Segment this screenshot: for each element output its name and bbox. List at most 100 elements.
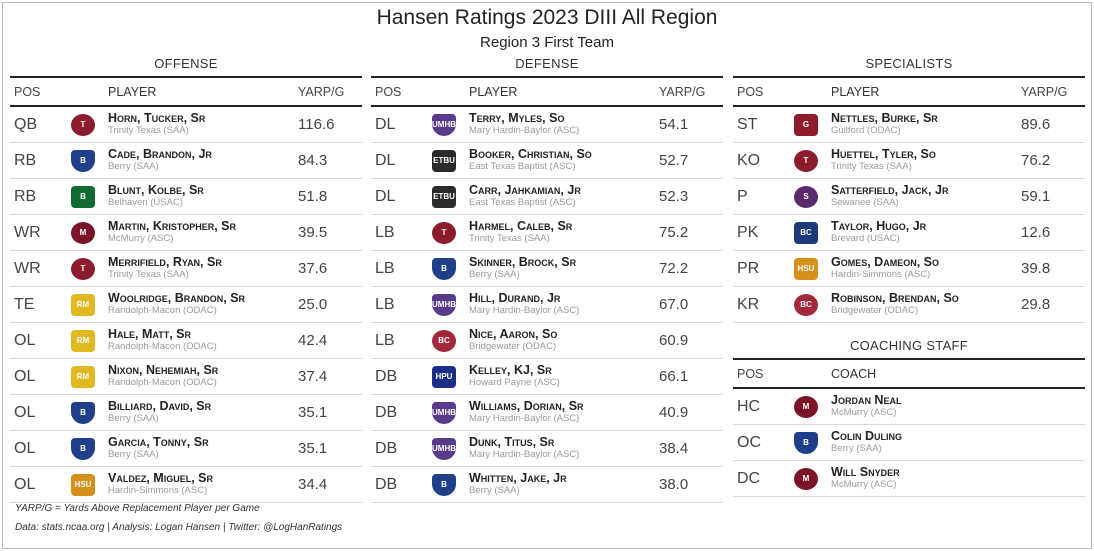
player-name: Booker, Christian, So: [469, 147, 592, 161]
player-cell: Nice, Aaron, So Bridgewater (ODAC): [467, 328, 659, 353]
umhb-logo-icon: UMHB: [432, 437, 456, 460]
page-title: Hansen Ratings 2023 DIII All Region: [376, 6, 718, 29]
defense-header-row: POS PLAYER YARP/G: [371, 76, 723, 107]
team-name: Randolph-Macon (ODAC): [108, 377, 217, 388]
sewanee-tiger-logo-icon: S: [794, 185, 818, 208]
team-name: Bridgewater (ODAC): [831, 305, 919, 316]
player-row: KR BC Robinson, Brendan, So Bridgewater (OD…: [733, 287, 1085, 323]
tiger-logo-icon: T: [432, 221, 456, 244]
yarp-value: 25.0: [298, 296, 328, 313]
player-name: Carr, Jahkamian, Jr: [469, 183, 581, 197]
team-logo-cell: B: [60, 401, 106, 424]
etbu-logo-icon: ETBU: [432, 185, 456, 208]
player-row: TE RM Woolridge, Brandon, Sr Randolph-Macon…: [10, 287, 362, 323]
team-name: Berry (SAA): [108, 161, 159, 172]
yellow-jacket-logo-icon: RM: [71, 293, 95, 316]
team-logo-cell: B: [783, 431, 829, 454]
player-row: DL ETBU Carr, Jahkamian, Jr East Texas Bapt…: [371, 179, 723, 215]
team-name: McMurry (ASC): [108, 233, 174, 244]
eagle-logo-icon: BC: [432, 329, 456, 352]
header-player: PLAYER: [469, 84, 518, 99]
team-logo-cell: BC: [421, 329, 467, 352]
position-label: DL: [375, 115, 396, 133]
umhb-logo-icon: UMHB: [432, 293, 456, 316]
coach-row: HC M Jordan Neal McMurry (ASC): [733, 389, 1085, 425]
player-cell: Hale, Matt, Sr Randolph-Macon (ODAC): [106, 328, 298, 353]
player-row: RB B Blunt, Kolbe, Sr Belhaven (USAC) 51.8: [10, 179, 362, 215]
team-logo-abbr: G: [802, 120, 810, 129]
player-name: Horn, Tucker, Sr: [108, 111, 206, 125]
player-name: Valdez, Miguel, Sr: [108, 471, 213, 485]
player-name: Nice, Aaron, So: [469, 327, 558, 341]
player-row: DB HPU Kelley, KJ, Sr Howard Payne (ASC) 66.…: [371, 359, 723, 395]
team-logo-abbr: B: [80, 156, 86, 165]
player-row: QB T Horn, Tucker, Sr Trinity Texas (SAA) 11…: [10, 107, 362, 143]
player-cell: Nixon, Nehemiah, Sr Randolph-Macon (ODAC): [106, 364, 298, 389]
team-name: Howard Payne (ASC): [469, 377, 560, 388]
position-label: DC: [737, 469, 761, 487]
player-name: Kelley, KJ, Sr: [469, 363, 552, 377]
position-label: DB: [375, 439, 398, 457]
yarp-value: 35.1: [298, 404, 328, 421]
team-logo-abbr: B: [80, 408, 86, 417]
yarp-value: 40.9: [659, 404, 689, 421]
team-logo-abbr: B: [80, 192, 86, 201]
team-logo-cell: M: [783, 467, 829, 490]
player-name: Nixon, Nehemiah, Sr: [108, 363, 219, 377]
team-logo-abbr: B: [803, 438, 809, 447]
team-logo-cell: ETBU: [421, 185, 467, 208]
team-logo-abbr: UMHB: [432, 444, 456, 453]
yarp-value: 76.2: [1021, 152, 1051, 169]
yarp-value: 39.8: [1021, 260, 1051, 277]
offense-header-row: POS PLAYER YARP/G: [10, 76, 362, 107]
team-name: Berry (SAA): [469, 269, 520, 280]
header-pos: POS: [737, 84, 764, 99]
header-yarp: YARP/G: [298, 84, 345, 99]
team-name: Bridgewater (ODAC): [469, 341, 557, 352]
coaching-title: COACHING STAFF: [849, 338, 969, 353]
header-pos: POS: [375, 84, 402, 99]
coach-row: DC M Will Snyder McMurry (ASC): [733, 461, 1085, 497]
player-name: Terry, Myles, So: [469, 111, 565, 125]
player-cell: Billiard, David, Sr Berry (SAA): [106, 400, 298, 425]
player-cell: Williams, Dorian, Sr Mary Hardin-Baylor (…: [467, 400, 659, 425]
player-cell: Booker, Christian, So East Texas Baptist …: [467, 148, 659, 173]
position-label: ST: [737, 115, 758, 133]
player-row: RB B Cade, Brandon, Jr Berry (SAA) 84.3: [10, 143, 362, 179]
team-name: Trinity Texas (SAA): [108, 269, 189, 280]
coaching-staff-section: COACHING STAFF POS COACH HC M Jordan Neal McMu…: [733, 338, 1085, 497]
team-logo-cell: HSU: [60, 473, 106, 496]
position-label: LB: [375, 223, 395, 241]
player-name: Huettel, Tyler, So: [831, 147, 936, 161]
player-cell: Kelley, KJ, Sr Howard Payne (ASC): [467, 364, 659, 389]
team-name: Randolph-Macon (ODAC): [108, 305, 217, 316]
player-row: LB B Skinner, Brock, Sr Berry (SAA) 72.2: [371, 251, 723, 287]
yarp-value: 39.5: [298, 224, 328, 241]
yarp-value: 38.4: [659, 440, 689, 457]
team-logo-abbr: RM: [76, 336, 90, 345]
data-source-note: Data: stats.ncaa.org | Analysis: Logan H…: [15, 522, 343, 533]
position-label: RB: [14, 187, 37, 205]
yarp-value: 72.2: [659, 260, 689, 277]
player-name: Nettles, Burke, Sr: [831, 111, 938, 125]
team-logo-cell: ETBU: [421, 149, 467, 172]
yarp-value: 52.7: [659, 152, 689, 169]
player-row: P S Satterfield, Jack, Jr Sewanee (SAA) 59.1: [733, 179, 1085, 215]
hsu-logo-icon: HSU: [794, 257, 818, 280]
position-label: KR: [737, 295, 760, 313]
viking-logo-icon: B: [432, 257, 456, 280]
yarp-value: 51.8: [298, 188, 328, 205]
eagle-logo-icon: BC: [794, 293, 818, 316]
team-logo-abbr: UMHB: [432, 408, 456, 417]
viking-logo-icon: B: [71, 149, 95, 172]
header-yarp: YARP/G: [1021, 84, 1068, 99]
player-cell: Robinson, Brendan, So Bridgewater (ODAC): [829, 292, 1021, 317]
team-logo-abbr: T: [441, 228, 447, 237]
yarp-value: 29.8: [1021, 296, 1051, 313]
player-row: OL RM Nixon, Nehemiah, Sr Randolph-Macon (O…: [10, 359, 362, 395]
player-name: Dunk, Titus, Sr: [469, 435, 555, 449]
coach-row: OC B Colin Duling Berry (SAA): [733, 425, 1085, 461]
player-name: Williams, Dorian, Sr: [469, 399, 584, 413]
defense-title: DEFENSE: [515, 56, 579, 71]
